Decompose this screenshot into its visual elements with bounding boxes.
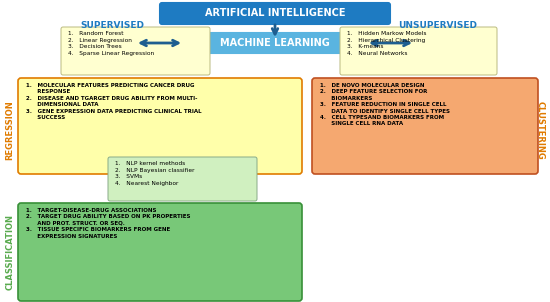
FancyBboxPatch shape <box>182 33 368 53</box>
FancyBboxPatch shape <box>18 78 302 174</box>
FancyBboxPatch shape <box>61 27 210 75</box>
Text: 1.   Hidden Markow Models
2.   Hierarchical Clustering
3.   K-means
4.   Neural : 1. Hidden Markow Models 2. Hierarchical … <box>347 31 426 56</box>
FancyBboxPatch shape <box>18 203 302 301</box>
Text: REGRESSION: REGRESSION <box>6 100 14 160</box>
Text: SUPERVISED: SUPERVISED <box>80 21 144 30</box>
FancyBboxPatch shape <box>312 78 538 174</box>
Text: 1.   Random Forest
2.   Linear Regression
3.   Decision Trees
4.   Sparse Linear: 1. Random Forest 2. Linear Regression 3.… <box>68 31 154 56</box>
Text: ARTIFICIAL INTELLIGENCE: ARTIFICIAL INTELLIGENCE <box>205 8 345 18</box>
FancyBboxPatch shape <box>108 157 257 201</box>
Text: 1.   TARGET-DISEASE-DRUG ASSOCIATIONS
2.   TARGET DRUG ABILITY BASED ON PK PROPE: 1. TARGET-DISEASE-DRUG ASSOCIATIONS 2. T… <box>26 208 190 239</box>
Text: UNSUPERVISED: UNSUPERVISED <box>399 21 477 30</box>
Text: CLASSIFICATION: CLASSIFICATION <box>6 214 14 290</box>
Text: CLUSTERING: CLUSTERING <box>536 101 544 159</box>
Text: MACHINE LEARNING: MACHINE LEARNING <box>220 38 330 48</box>
FancyBboxPatch shape <box>160 3 390 24</box>
Text: 1.   DE NOVO MOLECULAR DESIGN
2.   DEEP FEATURE SELECTION FOR
      BIOMARKERS
3: 1. DE NOVO MOLECULAR DESIGN 2. DEEP FEAT… <box>320 83 450 127</box>
FancyBboxPatch shape <box>340 27 497 75</box>
Text: 1.   NLP kernel methods
2.   NLP Bayesian classifier
3.   SVMs
4.   Nearest Neig: 1. NLP kernel methods 2. NLP Bayesian cl… <box>115 161 195 186</box>
Text: 1.   MOLECULAR FEATURES PREDICTING CANCER DRUG
      RESPONSE
2.   DISEASE AND T: 1. MOLECULAR FEATURES PREDICTING CANCER … <box>26 83 202 120</box>
